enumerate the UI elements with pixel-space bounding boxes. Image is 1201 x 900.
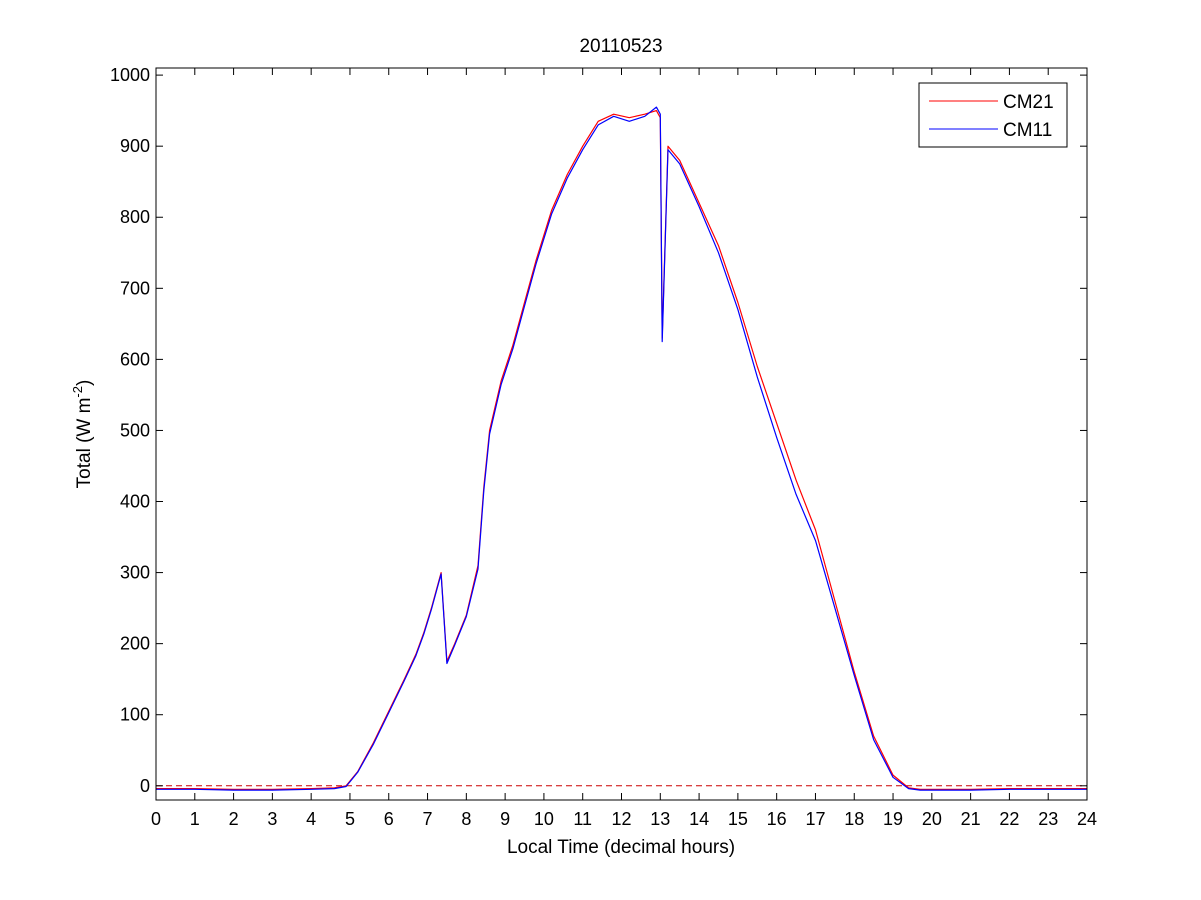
y-tick-label: 700: [120, 278, 150, 298]
y-tick-label: 800: [120, 207, 150, 227]
y-tick-label: 500: [120, 420, 150, 440]
x-tick-label: 11: [573, 809, 592, 829]
x-tick-label: 10: [534, 809, 554, 829]
x-tick-label: 15: [728, 809, 748, 829]
x-tick-label: 23: [1038, 809, 1058, 829]
x-tick-label: 8: [461, 809, 471, 829]
y-tick-label: 900: [120, 136, 150, 156]
y-tick-label: 400: [120, 492, 150, 512]
plot-area: [156, 68, 1087, 800]
y-tick-label: 300: [120, 563, 150, 583]
y-axis-label-sup: -2: [70, 386, 85, 398]
series-line-cm21: [156, 109, 1087, 790]
y-axis-label: Total (W m-2): [70, 380, 95, 489]
legend-label-cm21: CM21: [1003, 92, 1054, 113]
x-tick-label: 24: [1077, 809, 1097, 829]
x-tick-label: 2: [229, 809, 239, 829]
legend-box: [918, 82, 1068, 148]
x-axis-ticks: 0 1 2 3 4 5 6 7 8 9 10 11 12 13 14 15 16 17 18 19 20 21 22 23 24: [151, 68, 1097, 829]
y-tick-label: 200: [120, 634, 150, 654]
x-tick-label: 21: [961, 809, 981, 829]
y-axis-label-main: Total (W m: [74, 398, 95, 489]
x-tick-label: 0: [151, 809, 161, 829]
x-tick-label: 13: [650, 809, 670, 829]
x-tick-label: 4: [306, 809, 316, 829]
legend: CM21 CM11: [918, 82, 1068, 148]
y-axis-ticks: 0 100 200 300 400 500 600 700 800 900 1000: [110, 65, 1087, 796]
x-tick-label: 16: [767, 809, 787, 829]
y-tick-label: 100: [120, 705, 150, 725]
x-tick-label: 6: [384, 809, 394, 829]
y-tick-label: 1000: [110, 65, 150, 85]
x-tick-label: 20: [922, 809, 942, 829]
series-line-cm11: [156, 106, 1087, 791]
x-tick-label: 22: [999, 809, 1019, 829]
x-tick-label: 17: [805, 809, 825, 829]
x-tick-label: 5: [345, 809, 355, 829]
x-tick-label: 9: [500, 809, 510, 829]
series-layer: [156, 106, 1087, 791]
x-tick-label: 12: [611, 809, 631, 829]
x-tick-label: 14: [689, 809, 709, 829]
legend-label-cm11: CM11: [1003, 120, 1052, 141]
y-tick-label: 0: [140, 776, 150, 796]
x-tick-label: 3: [267, 809, 277, 829]
y-tick-label: 600: [120, 349, 150, 369]
x-tick-label: 1: [190, 809, 200, 829]
x-tick-label: 19: [883, 809, 903, 829]
x-tick-label: 7: [423, 809, 433, 829]
chart-title: 20110523: [579, 36, 662, 57]
x-axis-label: Local Time (decimal hours): [507, 837, 735, 858]
y-axis-label-end: ): [74, 380, 95, 386]
x-tick-label: 18: [844, 809, 864, 829]
